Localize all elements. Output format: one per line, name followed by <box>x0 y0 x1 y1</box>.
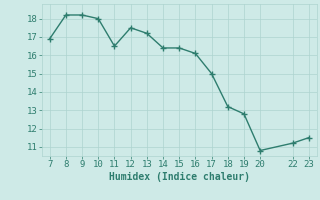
X-axis label: Humidex (Indice chaleur): Humidex (Indice chaleur) <box>109 172 250 182</box>
